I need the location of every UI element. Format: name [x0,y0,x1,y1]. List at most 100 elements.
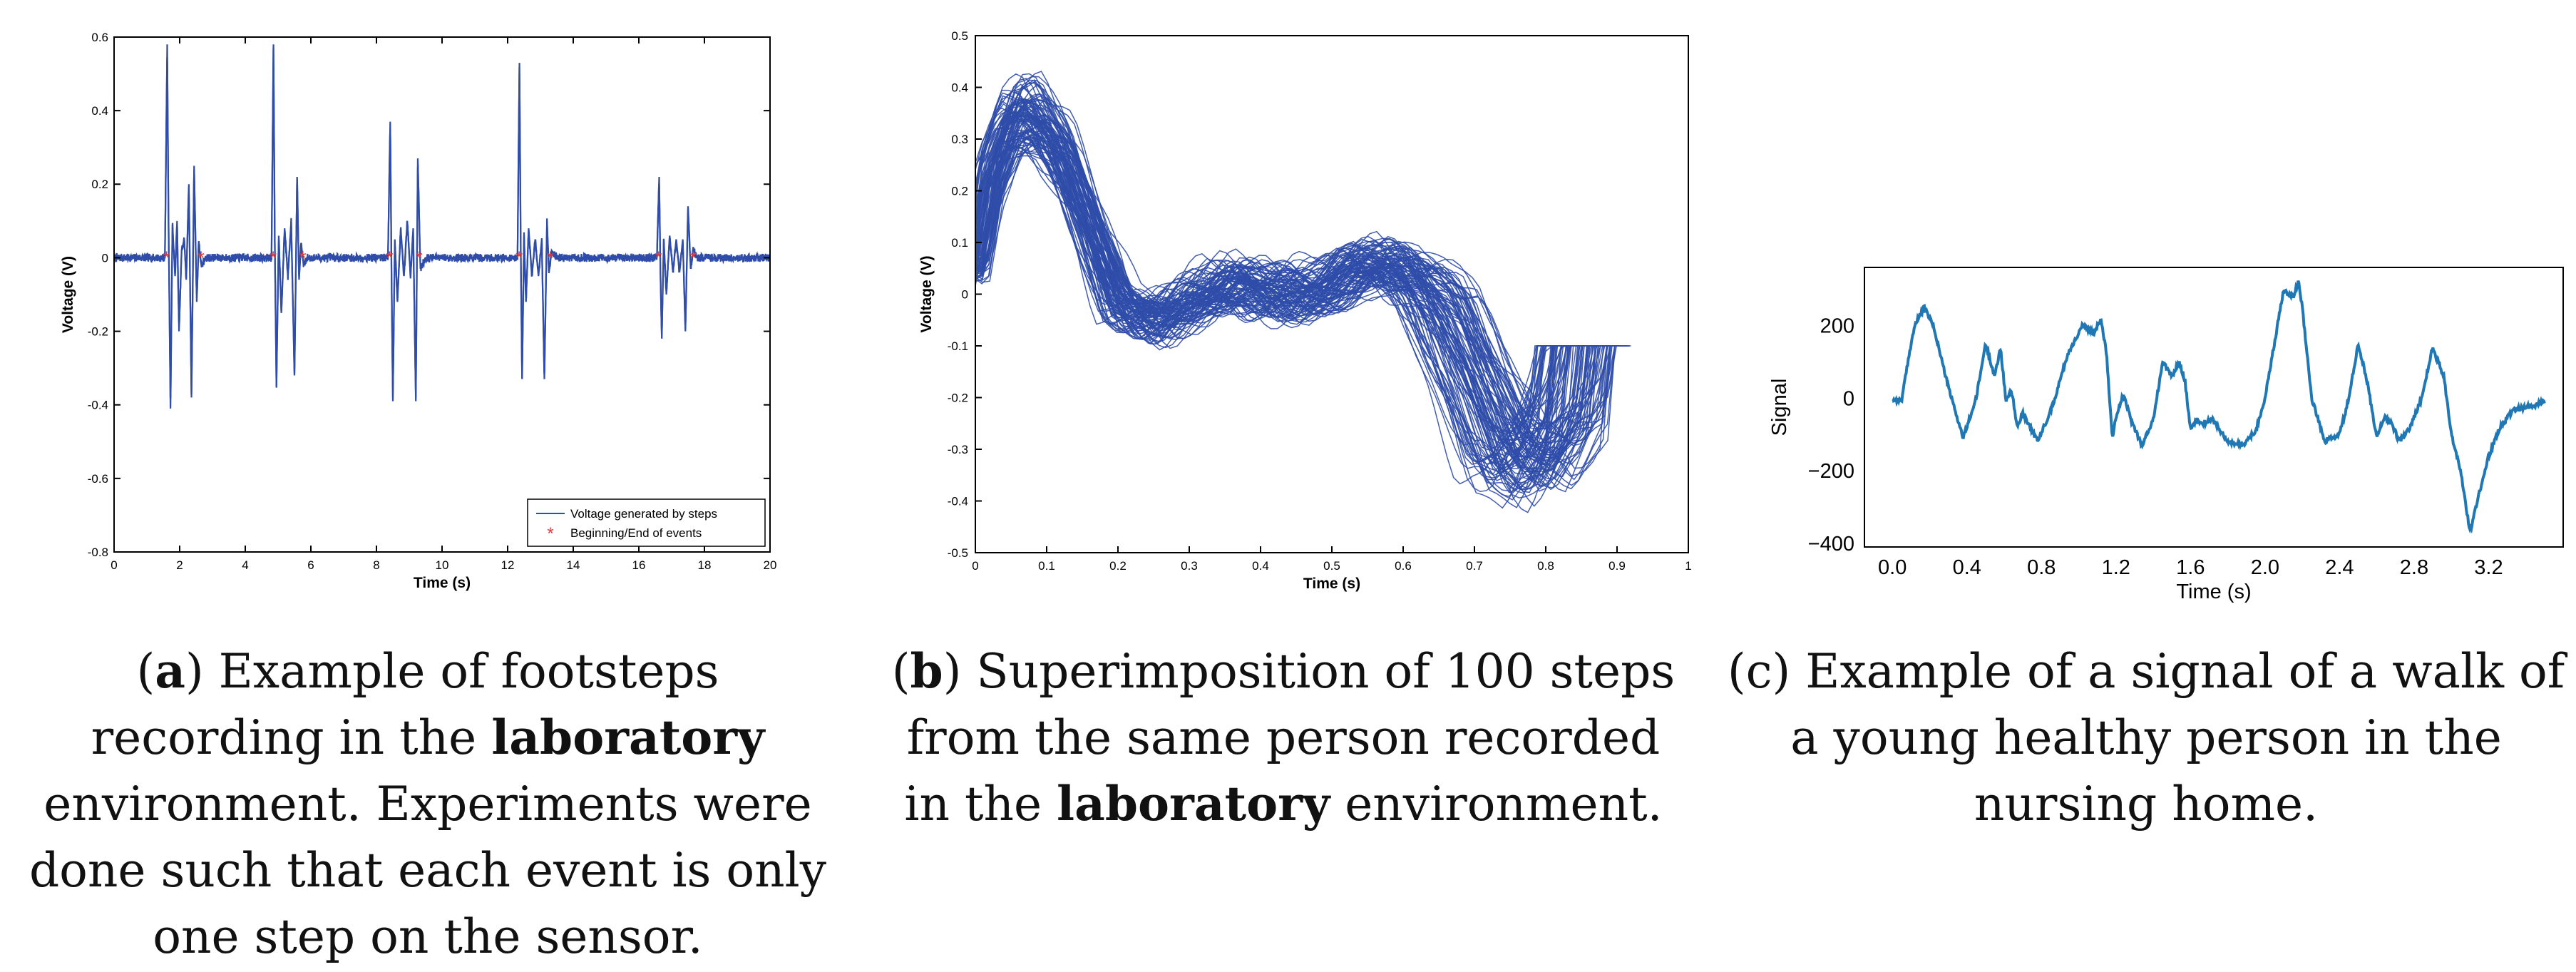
event-marker: * [299,247,306,268]
x-tick-label: 0 [111,558,117,572]
x-tick-label: 0.8 [1537,559,1554,573]
x-tick-label: 0.6 [1395,559,1412,573]
event-marker: * [515,247,523,268]
x-tick-label: 18 [698,558,712,572]
figure-c: 0.0 0.4 0.8 1.2 1.6 2.0 2.4 2.8 3.2 −400 −200 0 200 T… [1711,0,2576,972]
y-tick-label: 0 [102,251,108,265]
y-tick-label: 0.2 [91,178,108,191]
x-tick-label: 16 [632,558,646,572]
legend-marker-swatch: * [547,524,553,543]
step-line [975,98,1591,493]
step-line [975,93,1557,470]
plot-area [1864,267,2563,547]
step-line [975,79,1565,501]
step-line [975,115,1601,459]
x-tick-label: 4 [242,558,248,572]
step-line [975,113,1585,459]
caption-a-bold: laboratory [491,710,765,765]
x-axis-label: Time (s) [414,575,471,591]
y-tick-label: 0.5 [951,29,968,43]
y-tick-label: 0.6 [91,31,108,44]
y-axis-label: Signal [1768,379,1791,436]
x-tick-label: 6 [307,558,314,572]
caption-b-bold: laboratory [1057,776,1330,832]
legend-box [527,498,766,547]
series-voltage-line [114,44,770,409]
x-tick-label: 2 [176,558,183,572]
event-marker: * [416,247,423,268]
x-tick-label: 0.9 [1608,559,1626,573]
x-tick-label: 0.4 [1953,556,1981,579]
y-tick-label: -0.4 [88,399,108,412]
x-tick-label: 3.2 [2474,556,2503,579]
chart-a: * * * * * * * * * * 0 2 4 6 8 10 12 14 16 18 20 -0.8 -0.6 -0.4 -… [60,31,777,591]
event-marker: * [547,247,554,268]
y-tick-label: -0.2 [88,325,108,339]
legend-label-events: Beginning/End of events [570,526,702,540]
step-line [975,95,1593,494]
y-tick-label: 0 [962,287,968,301]
event-marker: * [386,247,393,268]
caption-b: (b) Superimposition of 100 steps from th… [891,643,1676,832]
x-tick-label: 0.1 [1038,559,1055,573]
caption-a-post: environment. Experiments were done such … [29,777,827,964]
x-tick-label: 2.8 [2400,556,2428,579]
legend-label-voltage: Voltage generated by steps [570,507,717,521]
step-line [975,98,1630,490]
figure-a: * * * * * * * * * * 0 2 4 6 8 10 12 14 16 18 20 -0.8 -0.6 -0.4 -… [0,0,856,972]
y-tick-label: -0.6 [88,472,108,486]
caption-a-letter: a [155,643,185,699]
step-line [975,130,1622,465]
chart-c: 0.0 0.4 0.8 1.2 1.6 2.0 2.4 2.8 3.2 −400 −200 0 200 T… [1768,267,2564,603]
figure-b: 0 0.1 0.2 0.3 0.4 0.5 0.6 0.7 0.8 0.9 1 -0.5 -0.4 -0.… [856,0,1711,972]
step-line [975,79,1587,492]
y-axis-label: Voltage (V) [60,256,76,333]
caption-c-letter: c [1745,644,1772,699]
x-tick-label: 12 [501,558,515,572]
y-tick-label: -0.1 [948,339,968,353]
x-tick-label: 0.0 [1878,556,1907,579]
x-tick-label: 0.4 [1252,559,1269,573]
y-tick-label: 0 [1843,387,1854,410]
y-tick-label: 200 [1820,315,1854,338]
x-tick-label: 2.4 [2325,556,2354,579]
y-tick-label: 0.4 [951,81,968,94]
y-tick-label: 0.3 [951,133,968,146]
event-marker: * [163,247,170,268]
y-tick-label: 0.4 [91,104,108,118]
y-tick-label: -0.8 [88,546,108,559]
plot-frame [1864,267,2564,548]
legend: Voltage generated by steps * Beginning/End… [527,498,766,547]
y-tick-label: -0.3 [948,443,968,456]
y-tick-label: -0.2 [948,391,968,404]
x-tick-label: 20 [764,558,777,572]
y-tick-label: −400 [1808,533,1854,556]
step-line [975,101,1549,485]
x-tick-label: 0.2 [1109,559,1127,573]
event-marker: * [689,247,697,268]
caption-a: (a) Example of footsteps recording in th… [29,643,827,964]
x-tick-label: 1.2 [2102,556,2130,579]
x-tick-label: 0.7 [1466,559,1483,573]
series-voltage [113,44,771,409]
x-tick-label: 10 [436,558,449,572]
step-line [975,89,1569,509]
y-tick-label: −200 [1808,460,1854,483]
event-marker: * [655,247,662,268]
x-tick-label: 0.8 [2027,556,2056,579]
step-line [975,133,1568,434]
caption-b-post: environment. [1330,777,1663,832]
x-tick-label: 0 [972,559,978,573]
series-signal-line [1892,280,2546,534]
caption-b-pre: ) Superimposition of 100 steps from the … [904,644,1676,832]
y-tick-label: 0.2 [951,184,968,198]
x-tick-label: 0.5 [1323,559,1340,573]
x-tick-label: 8 [373,558,379,572]
caption-b-letter: b [910,643,943,699]
y-tick-label: 0.1 [951,236,968,250]
y-tick-label: -0.5 [948,546,968,560]
x-tick-label: 0.3 [1181,559,1198,573]
x-axis-label: Time (s) [2176,580,2251,603]
caption-c: (c) Example of a signal of a walk of a y… [1727,644,2565,832]
event-marker: * [197,247,205,268]
